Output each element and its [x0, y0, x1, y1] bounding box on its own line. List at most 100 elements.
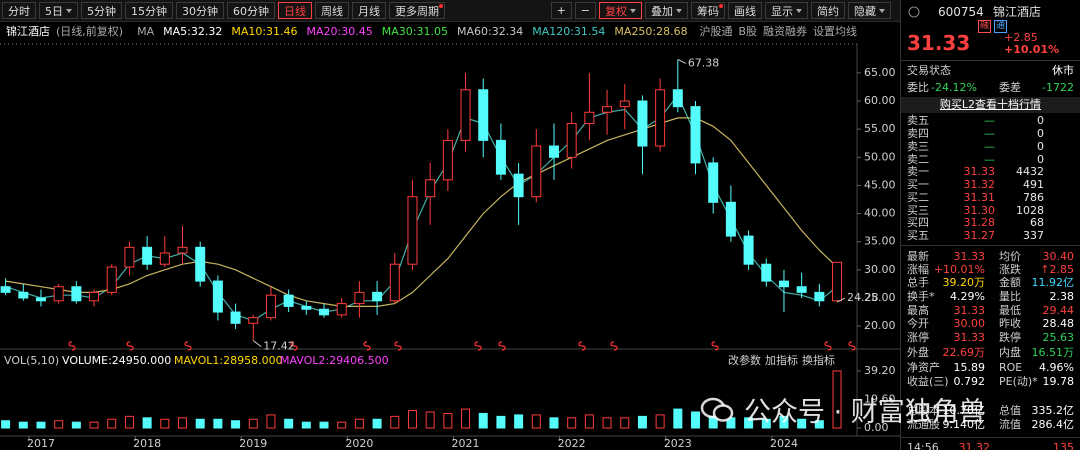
l2-banner[interactable]: 购买L2查看十档行情	[901, 97, 1080, 113]
stock-tag: 融	[978, 20, 992, 33]
price-change-pct: +10.01%	[1004, 43, 1060, 56]
dropdown-arrow	[676, 8, 682, 13]
button-label: 简约	[817, 4, 839, 18]
indicator-button[interactable]: 加指标	[765, 353, 798, 367]
toolbar-button[interactable]: 分时	[2, 2, 36, 19]
candle-body	[0, 286, 11, 293]
divider	[901, 245, 1080, 246]
legend-link[interactable]: 设置均线	[813, 25, 857, 38]
stat-value: 39.20万	[942, 276, 986, 289]
toolbar-button[interactable]: 叠加	[645, 2, 688, 19]
volume-bar	[531, 414, 541, 429]
legend-link[interactable]: 沪股通	[699, 25, 733, 38]
book-label: 卖二	[907, 153, 929, 166]
volume-bar	[496, 415, 506, 429]
volume-bar	[761, 418, 771, 429]
volume-bar	[107, 418, 117, 429]
book-label: 卖五	[907, 114, 929, 127]
stat-value: 31.33	[953, 250, 986, 263]
stat-label: 流值	[999, 418, 1021, 431]
signal-icon	[610, 341, 618, 351]
volume-bar	[584, 414, 594, 429]
toolbar-button[interactable]: +	[550, 2, 572, 19]
y-tick-label: 40.00	[864, 207, 896, 220]
toolbar-button[interactable]: 60分钟	[227, 2, 275, 19]
chart-mode: (日线,前复权)	[56, 25, 124, 38]
toolbar-button[interactable]: 简约	[811, 2, 845, 19]
x-tick-label: 2019	[239, 437, 267, 450]
button-label: 15分钟	[131, 4, 167, 18]
toolbar-button[interactable]: 筹码	[691, 2, 725, 19]
candle-body	[18, 291, 29, 299]
book-label: 卖四	[907, 127, 929, 140]
signal-icon	[394, 341, 402, 351]
toolbar-button[interactable]: −	[574, 2, 596, 19]
button-label: 5日	[45, 4, 63, 18]
indicator-title: VOL(5,10)	[4, 354, 59, 367]
indicator-button[interactable]: 改参数	[728, 353, 761, 367]
volume-bar	[195, 418, 205, 429]
signal-icon	[290, 341, 298, 351]
candle-body	[725, 201, 736, 237]
y-tick-label: 20.00	[864, 319, 896, 332]
volume-bar	[36, 421, 46, 429]
book-label: 买三	[907, 204, 929, 217]
stat-label: PE(动)*	[999, 375, 1038, 388]
candle-body	[761, 263, 772, 282]
volume-bar	[231, 420, 241, 429]
book-label: 买四	[907, 216, 929, 229]
x-tick-label: 2024	[770, 437, 798, 450]
watermark: 公众号 · 财富独角兽	[700, 390, 986, 429]
toolbar-button[interactable]: 5分钟	[81, 2, 122, 19]
volume-bar	[567, 417, 577, 429]
indicator-button[interactable]: 换指标	[802, 353, 835, 367]
signal-icon	[711, 341, 719, 351]
candle-body	[743, 235, 754, 265]
price-annotation: 24.28	[847, 291, 879, 304]
toolbar-button[interactable]: 15分钟	[125, 2, 173, 19]
price-annotation: 67.38	[688, 56, 720, 69]
stat-value: 16.51万	[1031, 346, 1075, 359]
y-tick-label: 55.00	[864, 122, 896, 135]
status-label: 交易状态	[907, 64, 951, 77]
stat-label: 均价	[999, 250, 1021, 263]
legend-link[interactable]: B股	[738, 25, 757, 38]
dropdown-arrow	[66, 8, 72, 13]
toolbar-button[interactable]: 30分钟	[176, 2, 224, 19]
x-tick-label: 2023	[664, 437, 692, 450]
toolbar-button[interactable]: 隐藏	[848, 2, 891, 19]
toolbar-button[interactable]: 显示	[765, 2, 808, 19]
stat-value: 11.92亿	[1031, 276, 1075, 289]
diff-label: 委差	[999, 81, 1021, 94]
watch-icon[interactable]	[907, 5, 921, 19]
book-label: 卖三	[907, 140, 929, 153]
volume-bar	[248, 418, 258, 429]
stat-label: 净资产	[907, 361, 940, 374]
book-price: 31.31	[963, 191, 996, 204]
toolbar-button[interactable]: 日线	[278, 2, 312, 19]
toolbar-button[interactable]: 月线	[352, 2, 386, 19]
price-annotation: 17.42	[263, 340, 295, 353]
toolbar-button[interactable]: 更多周期	[389, 2, 445, 19]
candle-body	[159, 252, 170, 265]
divider	[901, 60, 1080, 61]
indicator-value: MAVOL1:28958.000	[174, 354, 283, 367]
ma-value: MA20:30.45	[306, 24, 373, 38]
volume-bar	[797, 418, 807, 429]
legend-link[interactable]: 融资融券	[763, 25, 807, 38]
candle-body	[336, 303, 347, 316]
toolbar-button[interactable]: 5日	[39, 2, 78, 19]
ma-legend: 锦江酒店 (日线,前复权) MA MA5:32.32 MA10:31.46 MA20…	[0, 22, 857, 40]
stat-label: ROE	[999, 361, 1023, 374]
candle-body	[513, 173, 524, 198]
candle-body	[655, 89, 666, 147]
annotation-leader	[252, 340, 262, 348]
button-label: 月线	[358, 4, 380, 18]
ratio-value: -24.12%	[931, 81, 977, 94]
volume-bar	[337, 421, 347, 429]
toolbar-button[interactable]: 复权	[599, 2, 642, 19]
toolbar-button[interactable]: 画线	[728, 2, 762, 19]
stat-label: 换手*	[907, 290, 935, 303]
toolbar-button[interactable]: 周线	[315, 2, 349, 19]
book-price: 31.33	[963, 165, 996, 178]
